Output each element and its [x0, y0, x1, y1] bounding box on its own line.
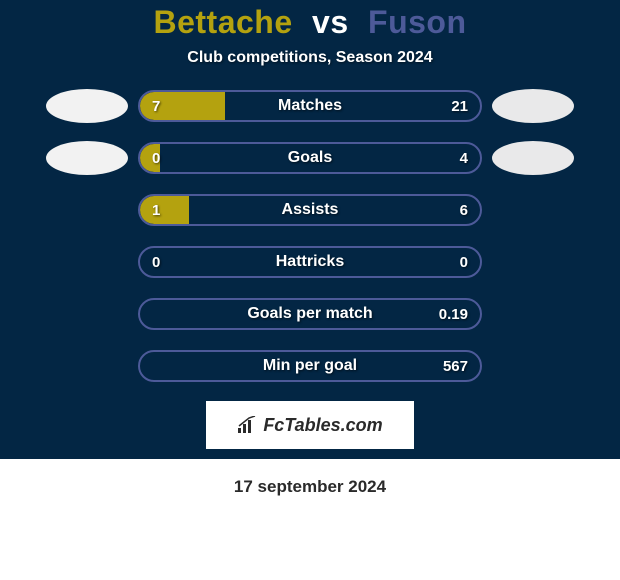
- stat-label: Goals: [140, 144, 480, 172]
- badge-placeholder: [46, 245, 128, 279]
- stat-row: 1Assists6: [0, 193, 620, 227]
- team-badge-right: [492, 89, 574, 123]
- stat-label: Hattricks: [140, 248, 480, 276]
- stat-value-right: 21: [451, 92, 468, 120]
- stat-bar-fill: [140, 92, 225, 120]
- stat-value-right: 0: [460, 248, 468, 276]
- stat-bar-fill: [140, 196, 189, 224]
- stat-label: Min per goal: [140, 352, 480, 380]
- panel: Bettache vs Fuson Club competitions, Sea…: [0, 0, 620, 459]
- badge-placeholder: [492, 297, 574, 331]
- badge-placeholder: [46, 193, 128, 227]
- stat-bar-fill: [140, 144, 160, 172]
- badge-placeholder: [46, 349, 128, 383]
- stat-label: Goals per match: [140, 300, 480, 328]
- badge-placeholder: [46, 297, 128, 331]
- subtitle: Club competitions, Season 2024: [0, 49, 620, 67]
- stat-value-right: 4: [460, 144, 468, 172]
- stat-value-left: 0: [152, 248, 160, 276]
- team-badge-left: [46, 89, 128, 123]
- stat-bar: 1Assists6: [138, 194, 482, 226]
- stat-value-right: 567: [443, 352, 468, 380]
- team-badge-right: [492, 141, 574, 175]
- stat-row: 7Matches21: [0, 89, 620, 123]
- badge-placeholder: [492, 349, 574, 383]
- logo: FcTables.com: [237, 415, 382, 436]
- stat-row: 0Hattricks0: [0, 245, 620, 279]
- badge-placeholder: [492, 245, 574, 279]
- stat-label: Assists: [140, 196, 480, 224]
- team-badge-left: [46, 141, 128, 175]
- chart-icon: [237, 416, 259, 434]
- stat-bar: 0Hattricks0: [138, 246, 482, 278]
- stats-list: 7Matches210Goals41Assists60Hattricks0Goa…: [0, 89, 620, 383]
- badge-placeholder: [492, 193, 574, 227]
- stat-row: 0Goals4: [0, 141, 620, 175]
- stat-bar: 7Matches21: [138, 90, 482, 122]
- title: Bettache vs Fuson: [0, 4, 620, 41]
- stat-bar: Min per goal567: [138, 350, 482, 382]
- comparison-card: Bettache vs Fuson Club competitions, Sea…: [0, 0, 620, 580]
- vs-label: vs: [312, 4, 349, 40]
- stat-row: Min per goal567: [0, 349, 620, 383]
- logo-box: FcTables.com: [206, 401, 414, 449]
- stat-value-right: 0.19: [439, 300, 468, 328]
- stat-bar: 0Goals4: [138, 142, 482, 174]
- player2-name: Fuson: [368, 4, 466, 40]
- date: 17 september 2024: [0, 477, 620, 497]
- stat-row: Goals per match0.19: [0, 297, 620, 331]
- player1-name: Bettache: [153, 4, 292, 40]
- stat-bar: Goals per match0.19: [138, 298, 482, 330]
- logo-text: FcTables.com: [263, 415, 382, 436]
- stat-value-right: 6: [460, 196, 468, 224]
